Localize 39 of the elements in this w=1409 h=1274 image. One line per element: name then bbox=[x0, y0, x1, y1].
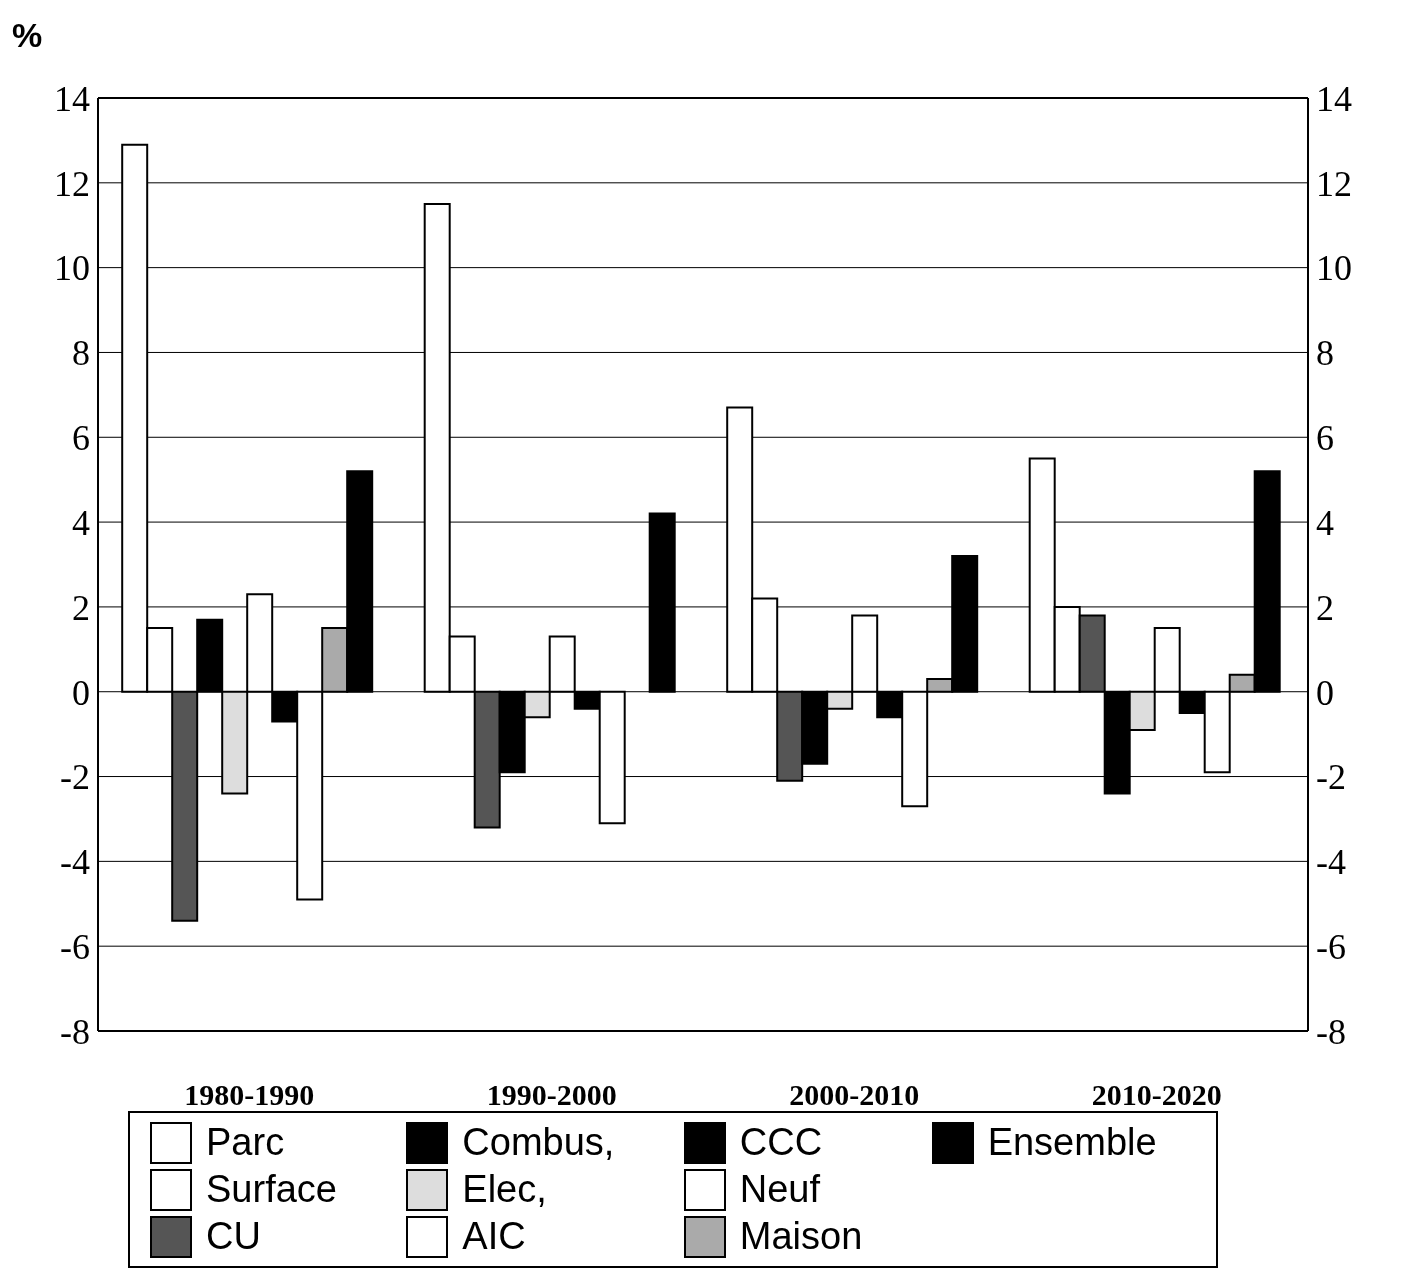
legend-label: Combus, bbox=[462, 1121, 615, 1164]
legend-label: CU bbox=[206, 1215, 261, 1258]
y2-tick-label: -6 bbox=[1316, 926, 1346, 967]
legend-label: CCC bbox=[739, 1121, 823, 1164]
legend-label: AIC bbox=[462, 1215, 526, 1258]
y2-tick-label: 10 bbox=[1316, 248, 1352, 289]
legend-label: Maison bbox=[739, 1215, 863, 1258]
y2-tick-label: 14 bbox=[1316, 78, 1352, 119]
y2-tick-label: -8 bbox=[1316, 1011, 1346, 1052]
x-tick-label: 2000-2010 bbox=[789, 1078, 920, 1112]
y-tick-label: 0 bbox=[72, 672, 90, 713]
y-tick-label: 2 bbox=[72, 587, 90, 628]
y2-tick-label: 6 bbox=[1316, 418, 1334, 459]
legend-label: Neuf bbox=[739, 1168, 821, 1211]
y2-tick-label: 0 bbox=[1316, 672, 1334, 713]
y-tick-label: 10 bbox=[54, 248, 90, 289]
y-tick-label: -6 bbox=[60, 926, 90, 967]
y2-tick-label: 2 bbox=[1316, 587, 1334, 628]
y2-tick-label: 4 bbox=[1316, 502, 1334, 543]
y2-tick-label: -4 bbox=[1316, 842, 1346, 883]
y-tick-label: -4 bbox=[60, 842, 90, 883]
y-tick-label: -8 bbox=[60, 1011, 90, 1052]
x-tick-label: 1980-1990 bbox=[184, 1078, 315, 1112]
legend-label: Parc bbox=[206, 1121, 285, 1164]
y2-tick-label: 8 bbox=[1316, 333, 1334, 374]
x-tick-label: 1990-2000 bbox=[486, 1078, 617, 1112]
y-tick-label: 8 bbox=[72, 333, 90, 374]
y-tick-label: 6 bbox=[72, 418, 90, 459]
y-tick-label: 12 bbox=[54, 163, 90, 204]
y2-tick-label: 12 bbox=[1316, 163, 1352, 204]
legend-label: Surface bbox=[206, 1168, 337, 1211]
x-tick-label: 2010-2020 bbox=[1091, 1078, 1222, 1112]
y-tick-label: -2 bbox=[60, 757, 90, 798]
y-tick-label: 14 bbox=[54, 78, 90, 119]
y2-tick-label: -2 bbox=[1316, 757, 1346, 798]
legend-label: Elec, bbox=[462, 1168, 547, 1211]
legend-label: Ensemble bbox=[987, 1121, 1157, 1164]
y-tick-label: 4 bbox=[72, 502, 90, 543]
y-axis-title: % bbox=[12, 16, 43, 55]
